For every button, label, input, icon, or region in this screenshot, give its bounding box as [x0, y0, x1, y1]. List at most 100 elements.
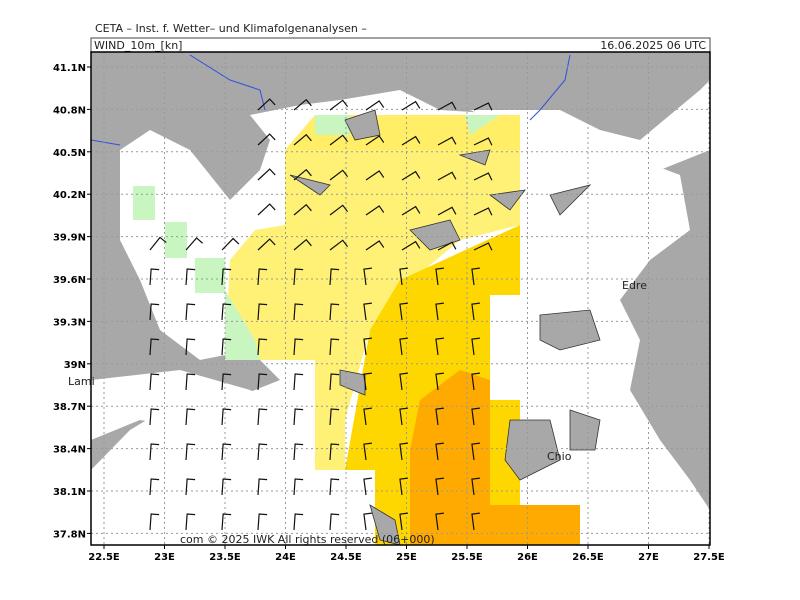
wind-barb	[401, 170, 421, 181]
wind-barb	[257, 203, 276, 216]
lon-label: 23.5E	[209, 552, 241, 563]
lon-label: 26.5E	[572, 552, 604, 563]
wind-barb	[363, 337, 372, 356]
wind-barb	[435, 372, 444, 391]
lat-label: 41.1N	[53, 63, 86, 74]
lat-label: 38.1N	[53, 487, 86, 498]
wind-barb	[363, 407, 372, 426]
wind-barb	[473, 172, 493, 181]
wind-barb	[257, 478, 268, 496]
wind-barb	[185, 443, 196, 461]
wind-barb	[471, 267, 480, 286]
lat-label: 40.8N	[53, 105, 86, 116]
wind-barb	[185, 237, 203, 251]
wind-barb	[293, 513, 304, 531]
grid	[91, 52, 710, 545]
wind-barb	[363, 442, 372, 461]
wind-barb	[365, 100, 385, 111]
wind-barb	[185, 373, 196, 391]
wind-barb	[257, 98, 276, 111]
wind-barb	[293, 478, 304, 496]
wind-barb	[257, 303, 268, 321]
sea	[470, 80, 710, 170]
wind-barb	[293, 303, 304, 321]
wind-barb	[363, 477, 372, 496]
wind-barb	[221, 373, 232, 391]
wind-barb	[221, 443, 232, 461]
place-label: Lami	[68, 375, 95, 388]
wind-barb	[221, 513, 232, 531]
wind-barb	[329, 268, 340, 286]
wind-barb	[221, 338, 232, 356]
wind-barb	[401, 135, 421, 146]
wind-barb	[471, 337, 480, 356]
wind-barb	[293, 98, 312, 111]
wind-barb	[185, 408, 196, 426]
lon-label: 24.5E	[330, 552, 362, 563]
wind-barb	[471, 302, 480, 321]
header-title: CETA – Inst. f. Wetter– und Klimafolgena…	[95, 22, 367, 35]
wind-barb	[293, 268, 304, 286]
wind-barb	[435, 512, 444, 531]
lon-label: 27E	[638, 552, 659, 563]
lon-label: 23E	[154, 552, 175, 563]
lon-label: 24E	[275, 552, 296, 563]
wind-barb	[293, 238, 312, 251]
wind-barb	[329, 204, 349, 216]
wind-barb	[149, 478, 160, 496]
wind-barb	[399, 337, 408, 356]
wind-barb	[149, 408, 160, 426]
wind-barb	[399, 442, 408, 461]
variable: WIND_10m_[kn]	[94, 39, 182, 52]
wind-barb	[437, 241, 457, 251]
wind-barb	[329, 169, 349, 181]
wind-barb	[149, 513, 160, 531]
wind-barb	[185, 513, 196, 531]
wind-barb	[221, 408, 232, 426]
wind-barb	[363, 302, 372, 321]
wind-barb	[329, 373, 340, 391]
wind-barb	[437, 206, 457, 216]
datetime: 16.06.2025 06 UTC	[600, 39, 706, 52]
wind-barb	[293, 168, 312, 181]
wind-barb	[365, 135, 385, 146]
wind-barb	[435, 442, 444, 461]
lon-label: 26E	[517, 552, 538, 563]
wind-barb	[473, 137, 493, 146]
lat-label: 39.6N	[53, 275, 86, 286]
wind-barb	[401, 100, 421, 111]
place-label: Edre	[622, 279, 647, 292]
wind-barb	[221, 237, 240, 251]
wind-barb	[363, 512, 372, 531]
lon-label: 25.5E	[451, 552, 483, 563]
lon-label: 25E	[396, 552, 417, 563]
field-high	[410, 370, 580, 545]
wind-barb	[257, 408, 268, 426]
lon-label: 22.5E	[88, 552, 120, 563]
wind-barb	[149, 443, 160, 461]
wind-barb	[221, 268, 232, 286]
wind-barb	[437, 101, 457, 111]
wind-barb	[363, 372, 372, 391]
wind-barb	[257, 443, 268, 461]
wind-barb	[221, 478, 232, 496]
wind-barb	[329, 239, 349, 251]
wind-barb	[257, 168, 276, 181]
wind-barb	[471, 442, 480, 461]
wind-barb	[435, 302, 444, 321]
wind-barb	[329, 134, 349, 146]
wind-barb	[329, 478, 340, 496]
lat-label: 39.9N	[53, 233, 86, 244]
lat-label: 40.2N	[53, 190, 86, 201]
wind-barb	[399, 477, 408, 496]
island	[289, 109, 601, 545]
wind-barb	[363, 267, 372, 286]
wind-barb	[365, 240, 385, 251]
lat-label: 38.7N	[53, 402, 86, 413]
wind-barb	[293, 408, 304, 426]
wind-barb	[257, 513, 268, 531]
wind-barb	[471, 477, 480, 496]
wind-barb	[185, 478, 196, 496]
wind-barb	[329, 443, 340, 461]
